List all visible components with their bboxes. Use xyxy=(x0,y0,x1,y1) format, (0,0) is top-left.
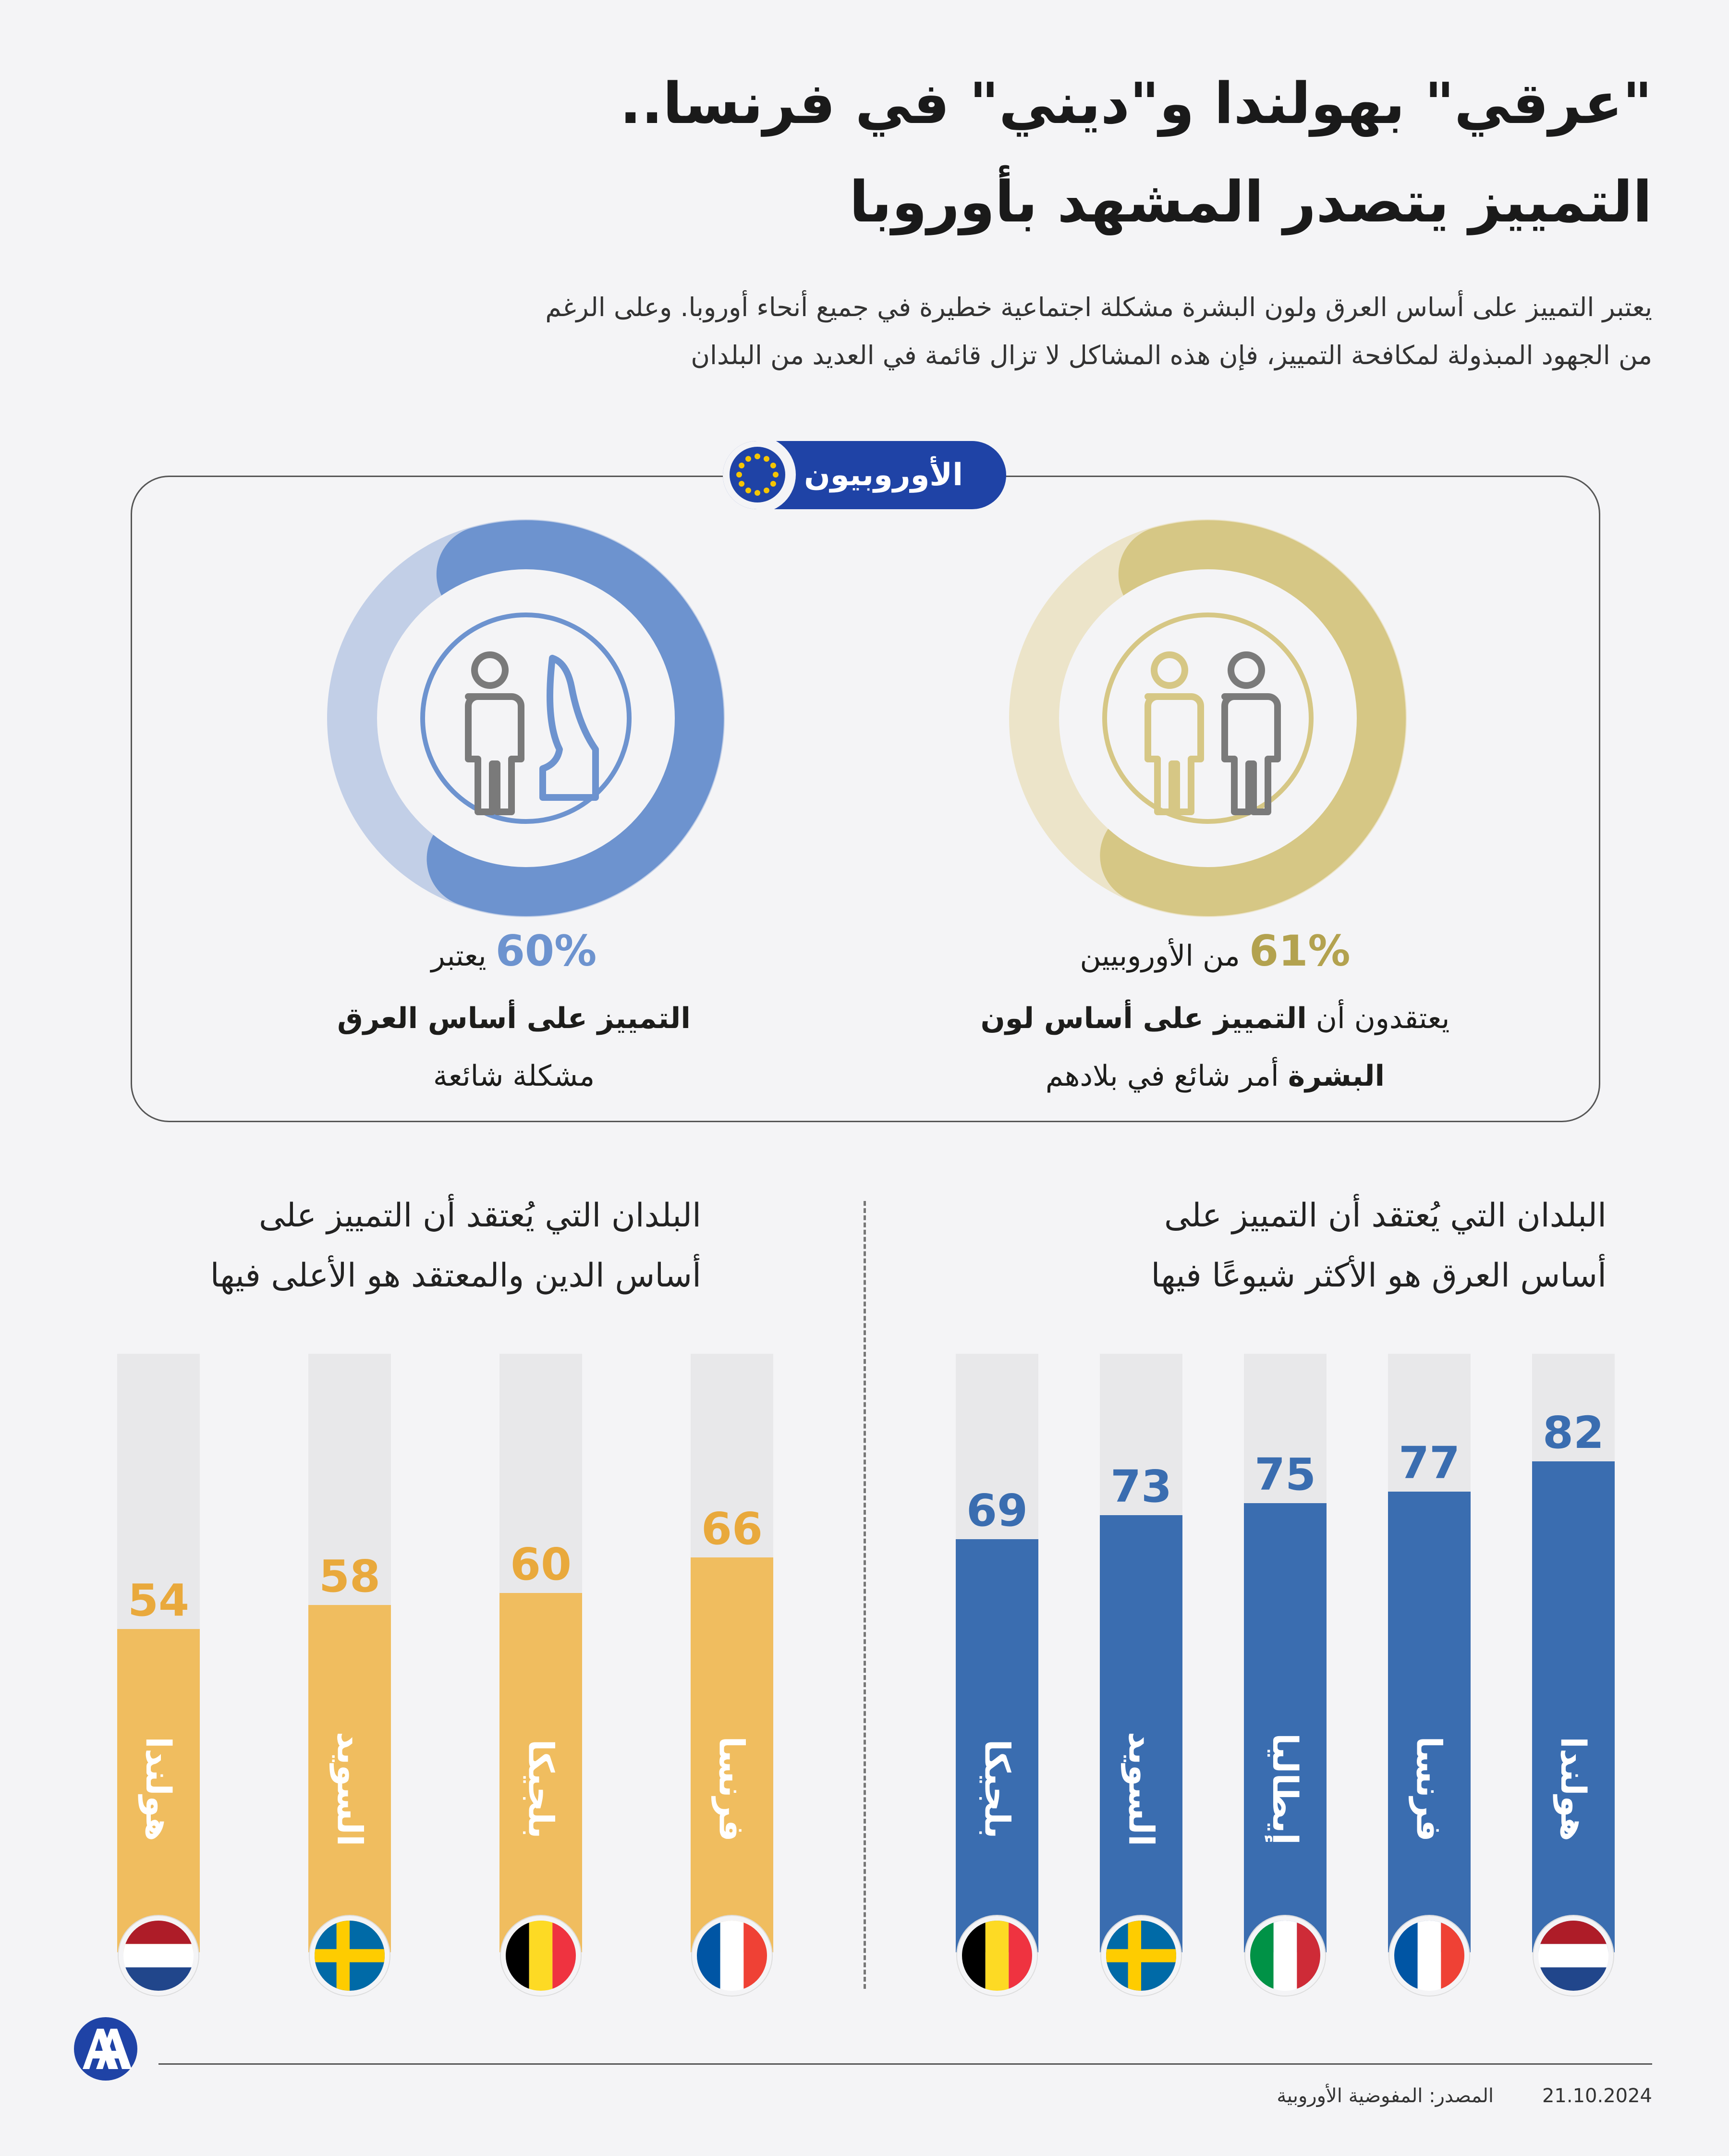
religion-chart-title-1: البلدان التي يُعتقد أن التمييز على xyxy=(259,1197,701,1235)
bar-value-label: 75 xyxy=(1254,1449,1316,1500)
footer-source: المصدر: المفوضية الأوروبية xyxy=(1277,2085,1494,2107)
bar-track: 77 فرنسا xyxy=(1388,1354,1471,1996)
right-stat-percent: 61% xyxy=(1249,926,1351,976)
intro-line-1: يعتبر التمييز على أساس العرق ولون البشرة… xyxy=(545,292,1652,322)
italy-flag-icon xyxy=(1245,1916,1325,1996)
bar-country-label: هولندا xyxy=(117,1698,200,1880)
right-stat-line-2: يعتقدون أن التمييز على أساس لون xyxy=(913,997,1518,1040)
bar xyxy=(956,1539,1038,1952)
bar xyxy=(499,1593,582,1952)
intro-line-2: من الجهود المبذولة لمكافحة التمييز، فإن … xyxy=(691,340,1652,370)
religion-person-icon xyxy=(465,651,599,815)
bar-country-text: السويد xyxy=(329,1731,370,1847)
bar-country-label: السويد xyxy=(308,1698,391,1880)
netherlands-flag-icon xyxy=(1534,1916,1613,1996)
bar xyxy=(1100,1515,1182,1952)
bar-track: 60 بلجيكا xyxy=(499,1354,582,1996)
bar-value-label: 54 xyxy=(127,1575,190,1626)
bar xyxy=(1388,1492,1471,1952)
bar-country-text: فرنسا xyxy=(712,1736,752,1842)
left-stat-line-1-text: يعتبر xyxy=(431,939,487,973)
bar-country-label: بلجيكا xyxy=(956,1698,1038,1880)
headline-line-2: التمييز يتصدر المشهد بأوروبا xyxy=(849,169,1652,235)
right-stat-line-1: 61% من الأوروبيين xyxy=(913,930,1518,978)
bar-track: 58 السويد xyxy=(308,1354,391,1996)
bar-value-label: 66 xyxy=(701,1503,763,1555)
bar-country-text: هولندا xyxy=(1553,1737,1594,1841)
footer-date: 21.10.2024 xyxy=(1542,2085,1652,2107)
belgium-flag-icon xyxy=(501,1916,581,1996)
europeans-badge: الأوروبيون xyxy=(723,441,1006,509)
bar-country-text: بلجيكا xyxy=(521,1739,561,1839)
sweden-flag-icon xyxy=(310,1916,390,1996)
bar-track: 66 فرنسا xyxy=(691,1354,773,1996)
bar-value-label: 58 xyxy=(318,1551,381,1602)
bar-track: 73 السويد xyxy=(1100,1354,1182,1996)
belgium-flag-icon xyxy=(957,1916,1037,1996)
two-people-icon xyxy=(1145,651,1281,815)
left-stat-line-1: 60% يعتبر xyxy=(211,930,816,978)
bar-track: 75 إيطاليا xyxy=(1244,1354,1327,1996)
left-stat-line-3: مشكلة شائعة xyxy=(433,1059,595,1093)
badge-label: الأوروبيون xyxy=(804,457,963,493)
bar xyxy=(1244,1503,1327,1952)
race-donut xyxy=(327,519,725,917)
bar-country-label: بلجيكا xyxy=(499,1698,582,1880)
bar-value-label: 69 xyxy=(966,1485,1028,1536)
right-stat-line-3-plain: أمر شائع في بلادهم xyxy=(1045,1059,1288,1093)
bar-value-label: 60 xyxy=(510,1539,572,1590)
sweden-flag-icon xyxy=(1101,1916,1181,1996)
bar-country-text: إيطاليا xyxy=(1265,1733,1305,1845)
aa-logo-icon xyxy=(74,2017,137,2081)
bar-country-label: إيطاليا xyxy=(1244,1698,1327,1880)
bar-country-label: السويد xyxy=(1100,1698,1182,1880)
france-flag-icon xyxy=(692,1916,772,1996)
bar xyxy=(308,1605,391,1952)
bar-country-label: هولندا xyxy=(1532,1698,1615,1880)
race-chart-title-2: أساس العرق هو الأكثر شيوعًا فيها xyxy=(1151,1257,1607,1295)
bar-track: 54 هولندا xyxy=(117,1354,200,1996)
bar-country-text: السويد xyxy=(1121,1731,1161,1847)
footer-rule xyxy=(158,2063,1652,2065)
religion-chart-title-2: أساس الدين والمعتقد هو الأعلى فيها xyxy=(210,1257,701,1295)
chart-divider xyxy=(864,1201,866,1989)
right-stat-line-2-plain: يعتقدون أن xyxy=(1306,1002,1450,1035)
right-stat-line-3-bold: البشرة xyxy=(1288,1059,1385,1093)
bar xyxy=(117,1629,200,1952)
eu-flag-icon xyxy=(723,441,796,509)
bar-value-label: 82 xyxy=(1542,1407,1605,1458)
skin-color-donut xyxy=(1009,519,1407,917)
right-stat-line-2-bold: التمييز على أساس لون xyxy=(980,1002,1307,1035)
bar xyxy=(691,1557,773,1952)
france-flag-icon xyxy=(1389,1916,1469,1996)
race-chart-title-1: البلدان التي يُعتقد أن التمييز على xyxy=(1164,1197,1607,1235)
bar-track: 82 هولندا xyxy=(1532,1354,1615,1996)
bar-value-label: 77 xyxy=(1398,1437,1461,1489)
bar-value-label: 73 xyxy=(1110,1461,1172,1512)
bar-country-text: هولندا xyxy=(138,1737,179,1841)
headline-line-1: "عرقي" بهولندا و"ديني" في فرنسا.. xyxy=(620,70,1652,136)
bar-track: 69 بلجيكا xyxy=(956,1354,1038,1996)
bar-country-text: فرنسا xyxy=(1409,1736,1449,1842)
right-stat-line-3: البشرة أمر شائع في بلادهم xyxy=(913,1054,1518,1098)
bar-country-label: فرنسا xyxy=(691,1698,773,1880)
left-stat-percent: 60% xyxy=(495,926,597,976)
netherlands-flag-icon xyxy=(119,1916,198,1996)
bar-country-label: فرنسا xyxy=(1388,1698,1471,1880)
left-stat-line-2: التمييز على أساس العرق xyxy=(337,1002,691,1035)
bar xyxy=(1532,1461,1615,1952)
right-stat-line-1-text: من الأوروبيين xyxy=(1080,939,1240,973)
bar-country-text: بلجيكا xyxy=(977,1739,1017,1839)
